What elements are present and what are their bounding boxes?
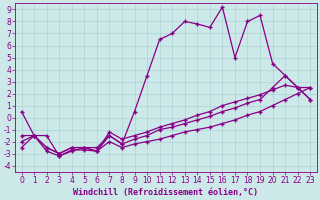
X-axis label: Windchill (Refroidissement éolien,°C): Windchill (Refroidissement éolien,°C)	[73, 188, 258, 197]
